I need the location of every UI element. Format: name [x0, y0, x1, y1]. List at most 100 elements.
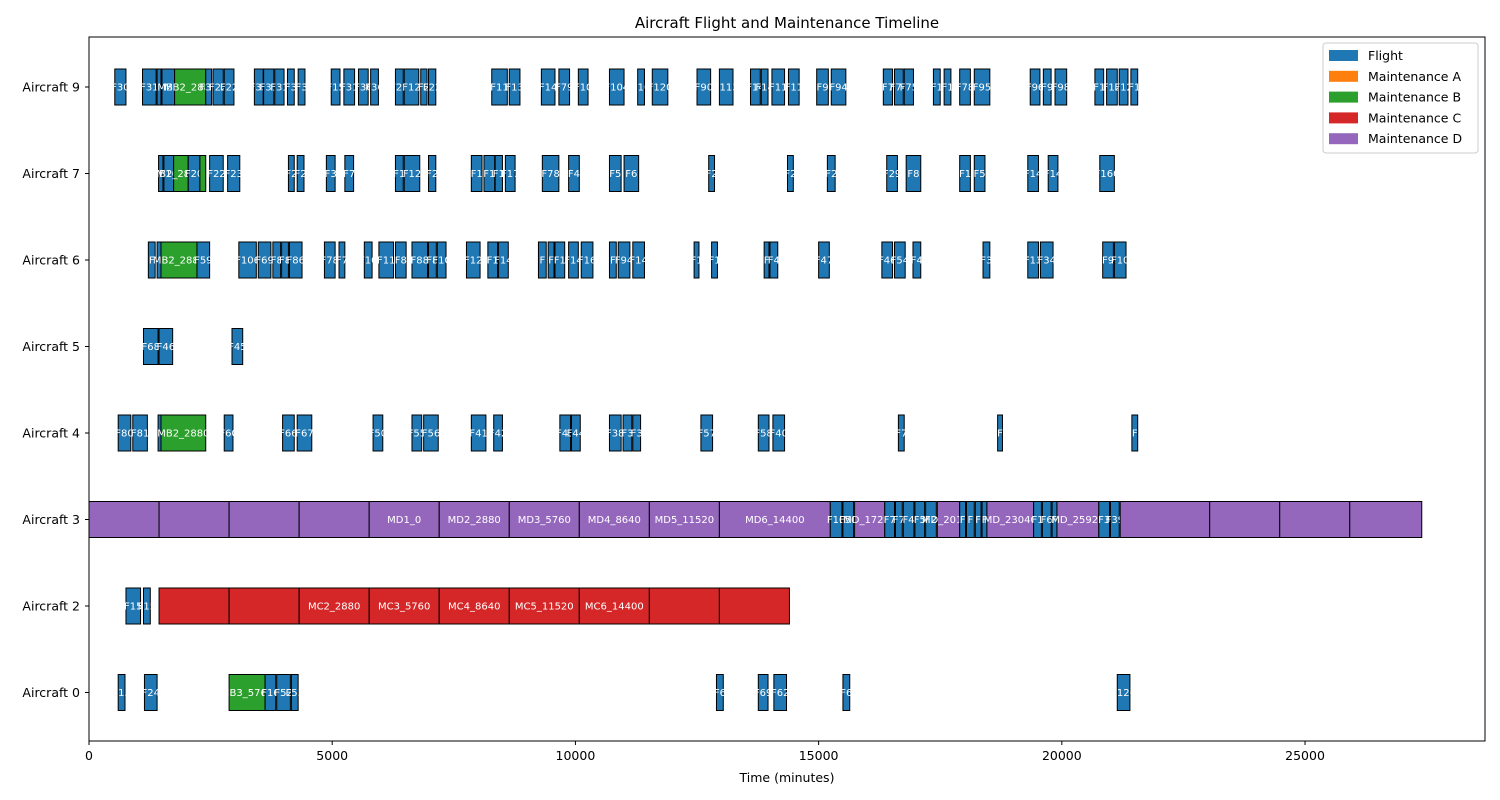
- x-tick-label: 5000: [316, 748, 348, 763]
- flight-bar: [623, 155, 640, 192]
- bar-label: F1: [1093, 83, 1105, 94]
- bar-label: F15: [138, 602, 156, 613]
- bar-label: F160: [1095, 169, 1120, 180]
- flight-bar: [1027, 155, 1039, 192]
- bar-label: F4: [903, 515, 915, 526]
- bar-label: F31: [259, 83, 277, 94]
- flight-bar: [223, 414, 234, 452]
- flight-bar: [973, 68, 991, 106]
- bar-label: MB3_5760: [221, 688, 273, 699]
- flight-bar: [470, 155, 483, 192]
- bar-label: F15: [112, 688, 130, 699]
- chart-title: Aircraft Flight and Maintenance Timeline: [635, 14, 939, 32]
- flight-bar: [622, 414, 633, 452]
- bar-label: F1: [483, 169, 495, 180]
- flight-bar: [343, 68, 356, 106]
- bar-label: F1: [1128, 83, 1140, 94]
- bar-label: F11: [377, 256, 395, 267]
- flight-bar: [982, 241, 991, 279]
- flight-bar: [608, 155, 622, 192]
- flight-bar: [1098, 501, 1110, 538]
- maintenance-bar: [1349, 501, 1423, 538]
- flight-bar: [763, 241, 770, 279]
- bar-label: F52: [274, 688, 292, 699]
- bar-label: F12: [402, 83, 420, 94]
- flight-bar: [394, 68, 404, 106]
- flight-bar: [1047, 155, 1059, 192]
- x-tick-label: 10000: [556, 748, 596, 763]
- bar-label: F22: [423, 83, 441, 94]
- flight-bar: [223, 68, 235, 106]
- bar-label: MD_25920: [1051, 515, 1104, 526]
- legend-entry: Maintenance C: [1368, 110, 1461, 125]
- flight-bar: [257, 241, 272, 279]
- flight-bar: [571, 414, 581, 452]
- maintenance-bar: [718, 587, 790, 625]
- flight-bar: [959, 155, 971, 192]
- y-tick-label: Aircraft 0: [22, 685, 80, 700]
- flight-bar: [826, 155, 836, 192]
- flight-bar: [632, 414, 642, 452]
- bar-label: F12: [403, 169, 421, 180]
- bar-label: F74: [890, 83, 908, 94]
- bar-label: F60: [219, 429, 237, 440]
- bar-label: F10: [1111, 256, 1129, 267]
- bar-label: F29: [883, 169, 901, 180]
- flight-bar: [465, 241, 481, 279]
- bar-label: MD1_0: [387, 515, 421, 526]
- bar-label: F14: [755, 83, 773, 94]
- bar-label: F90: [695, 83, 713, 94]
- bar-label: F75: [900, 83, 918, 94]
- flight-bar: [881, 241, 894, 279]
- bar-label: F7: [895, 429, 907, 440]
- bar-label: MD2_2880: [448, 515, 501, 526]
- legend-swatch: [1329, 133, 1358, 145]
- bar-label: F31: [270, 83, 288, 94]
- flight-bar: [769, 241, 779, 279]
- bar-label: F36: [365, 83, 383, 94]
- bar-label: F30: [111, 83, 129, 94]
- bar-label: MC4_8640: [448, 602, 500, 613]
- bar-label: F20: [185, 169, 203, 180]
- flight-bar: [617, 241, 631, 279]
- maintenance-bar: [438, 587, 510, 625]
- flight-bar: [959, 68, 971, 106]
- flight-bar: [196, 241, 211, 279]
- flight-bar: [282, 414, 295, 452]
- bar-label: F34: [1038, 256, 1056, 267]
- flight-bar: [158, 155, 164, 192]
- flight-bar: [715, 674, 724, 711]
- bar-label: F1: [487, 256, 499, 267]
- flight-bar: [493, 414, 503, 452]
- bar-label: F1: [554, 256, 566, 267]
- bar-label: F95: [973, 83, 991, 94]
- flight-bar: [470, 414, 487, 452]
- flight-bar: [965, 501, 975, 538]
- maintenance-bar: [298, 501, 370, 538]
- bar-label: MC3_5760: [378, 602, 430, 613]
- bar-label: F2: [706, 169, 718, 180]
- bar-label: F3: [295, 83, 307, 94]
- bar-label: F1: [1031, 515, 1043, 526]
- bar-label: MB2: [157, 83, 179, 94]
- bar-label: F8: [279, 256, 291, 267]
- maintenance-bar: [578, 501, 650, 538]
- bar-label: F: [982, 515, 988, 526]
- bar-label: F86: [286, 256, 304, 267]
- y-tick-label: Aircraft 5: [22, 339, 80, 354]
- bar-label: MD_20160: [922, 515, 975, 526]
- bar-label: F8: [271, 256, 283, 267]
- bar-label: F14: [746, 83, 764, 94]
- bar-label: F58: [754, 429, 772, 440]
- bar-label: F1: [393, 169, 405, 180]
- flight-bar: [436, 241, 447, 279]
- bar-label: F62: [771, 688, 789, 699]
- bar-label: M: [156, 169, 165, 180]
- flight-bar: [498, 241, 509, 279]
- flight-bar: [1039, 241, 1054, 279]
- flight-bar: [209, 155, 224, 192]
- bar-label: F: [539, 256, 545, 267]
- flight-bar: [974, 501, 982, 538]
